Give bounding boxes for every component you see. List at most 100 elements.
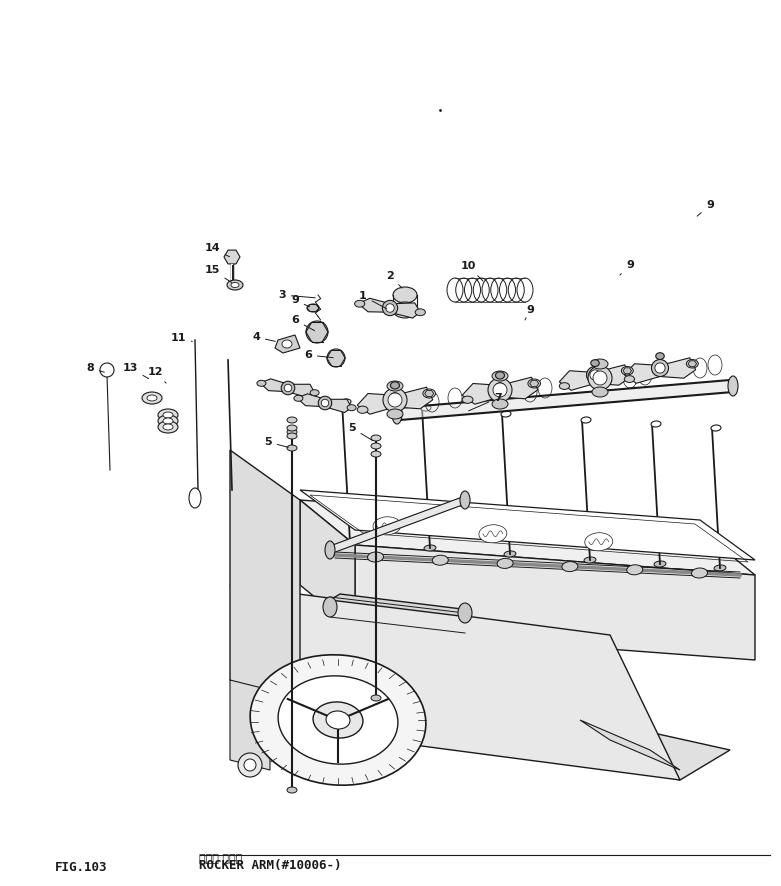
- Ellipse shape: [355, 300, 365, 307]
- Polygon shape: [623, 368, 632, 374]
- Ellipse shape: [460, 491, 470, 509]
- Ellipse shape: [392, 404, 402, 424]
- Polygon shape: [425, 391, 433, 397]
- Ellipse shape: [528, 379, 540, 388]
- Ellipse shape: [390, 382, 400, 389]
- Ellipse shape: [313, 702, 363, 738]
- Text: 12: 12: [148, 367, 166, 383]
- Text: 4: 4: [252, 332, 275, 342]
- Polygon shape: [462, 377, 538, 404]
- Ellipse shape: [584, 557, 596, 563]
- Circle shape: [284, 385, 292, 392]
- Ellipse shape: [421, 405, 431, 411]
- Circle shape: [321, 400, 329, 407]
- Text: 9: 9: [525, 305, 534, 320]
- Ellipse shape: [368, 552, 383, 562]
- Text: 14: 14: [204, 243, 230, 257]
- Text: 6: 6: [304, 350, 333, 360]
- Polygon shape: [358, 299, 420, 318]
- Circle shape: [383, 300, 398, 315]
- Ellipse shape: [287, 787, 297, 793]
- Polygon shape: [330, 594, 470, 616]
- Polygon shape: [357, 387, 433, 414]
- Ellipse shape: [347, 405, 356, 411]
- Circle shape: [587, 367, 604, 384]
- Ellipse shape: [371, 435, 381, 441]
- Polygon shape: [300, 500, 755, 575]
- Ellipse shape: [728, 376, 738, 396]
- Ellipse shape: [415, 309, 426, 315]
- Ellipse shape: [590, 360, 599, 367]
- Polygon shape: [580, 720, 680, 770]
- Ellipse shape: [393, 302, 417, 318]
- Ellipse shape: [287, 445, 297, 451]
- Ellipse shape: [163, 412, 173, 418]
- Circle shape: [327, 349, 345, 367]
- Text: 7: 7: [469, 393, 502, 411]
- Ellipse shape: [626, 564, 643, 575]
- Circle shape: [493, 383, 507, 397]
- Text: 9: 9: [697, 200, 714, 216]
- Polygon shape: [230, 450, 300, 730]
- Circle shape: [383, 388, 407, 412]
- Ellipse shape: [469, 522, 488, 532]
- Ellipse shape: [554, 525, 590, 541]
- Polygon shape: [355, 545, 755, 660]
- Ellipse shape: [373, 517, 401, 535]
- Ellipse shape: [655, 535, 675, 546]
- Circle shape: [318, 396, 332, 409]
- Circle shape: [244, 759, 256, 771]
- Text: ロッカ アーム: ロッカ アーム: [199, 854, 242, 864]
- Circle shape: [491, 379, 509, 397]
- Text: 9: 9: [291, 295, 309, 307]
- Ellipse shape: [559, 383, 569, 390]
- Ellipse shape: [147, 395, 157, 401]
- Ellipse shape: [424, 545, 436, 551]
- Ellipse shape: [287, 425, 297, 431]
- Ellipse shape: [495, 372, 505, 379]
- Text: 11: 11: [170, 333, 192, 343]
- Ellipse shape: [344, 539, 356, 545]
- Ellipse shape: [282, 340, 292, 348]
- Text: 15: 15: [205, 265, 232, 283]
- Circle shape: [655, 363, 665, 373]
- Polygon shape: [397, 380, 733, 420]
- Circle shape: [593, 371, 607, 385]
- Ellipse shape: [371, 443, 381, 449]
- Ellipse shape: [357, 406, 368, 413]
- Circle shape: [488, 378, 512, 402]
- Ellipse shape: [592, 359, 608, 369]
- Ellipse shape: [310, 390, 319, 396]
- Ellipse shape: [278, 676, 398, 764]
- Ellipse shape: [585, 532, 613, 551]
- Ellipse shape: [163, 424, 173, 430]
- Ellipse shape: [294, 395, 303, 401]
- Polygon shape: [275, 335, 300, 353]
- Polygon shape: [224, 250, 240, 264]
- Polygon shape: [688, 361, 697, 367]
- Polygon shape: [300, 490, 755, 560]
- Ellipse shape: [325, 541, 335, 559]
- Text: 10: 10: [460, 261, 483, 281]
- Polygon shape: [230, 650, 730, 780]
- Ellipse shape: [686, 360, 698, 368]
- Ellipse shape: [497, 558, 513, 569]
- Ellipse shape: [158, 409, 178, 421]
- Ellipse shape: [287, 417, 297, 423]
- Ellipse shape: [287, 429, 297, 435]
- Ellipse shape: [142, 392, 162, 404]
- Text: 5: 5: [264, 437, 288, 447]
- Ellipse shape: [257, 380, 266, 386]
- Ellipse shape: [158, 415, 178, 427]
- Ellipse shape: [367, 511, 403, 528]
- Ellipse shape: [231, 283, 239, 287]
- Ellipse shape: [371, 695, 381, 701]
- Ellipse shape: [654, 561, 666, 567]
- Ellipse shape: [651, 421, 661, 427]
- Circle shape: [238, 753, 262, 777]
- Circle shape: [386, 304, 394, 312]
- Ellipse shape: [433, 556, 448, 565]
- Polygon shape: [230, 680, 270, 770]
- Polygon shape: [559, 365, 631, 391]
- Ellipse shape: [562, 528, 582, 539]
